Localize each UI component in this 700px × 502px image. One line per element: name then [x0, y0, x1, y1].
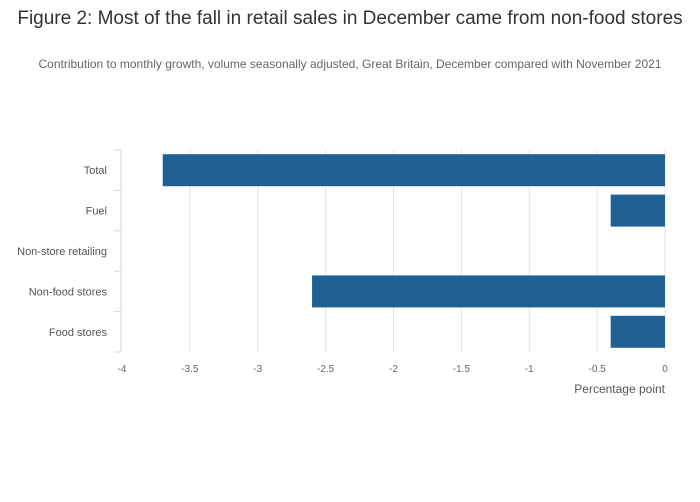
x-tick-label: -2.5: [317, 364, 335, 375]
bar-food-stores: [610, 315, 665, 348]
category-label: Non-food stores: [29, 286, 108, 298]
x-tick-label: -1.5: [453, 364, 471, 375]
x-tick-label: -0.5: [589, 364, 607, 375]
x-tick-label: 0: [662, 364, 668, 375]
category-label: Food stores: [49, 327, 108, 339]
category-label: Fuel: [86, 206, 107, 218]
bar-total: [162, 154, 665, 187]
chart-title: Figure 2: Most of the fall in retail sal…: [17, 8, 683, 29]
bar-fuel: [610, 194, 665, 227]
x-tick-label: -1: [525, 364, 534, 375]
x-tick-label: -2: [389, 364, 398, 375]
x-tick-label: -3.5: [181, 364, 199, 375]
chart-subtitle: Contribution to monthly growth, volume s…: [38, 57, 662, 71]
x-axis-title: Percentage point: [574, 382, 665, 396]
category-label: Total: [84, 165, 107, 177]
x-tick-label: -3: [253, 364, 262, 375]
category-label: Non-store retailing: [17, 246, 107, 258]
x-tick-label: -4: [118, 364, 127, 375]
bar-non-food-stores: [312, 275, 665, 308]
